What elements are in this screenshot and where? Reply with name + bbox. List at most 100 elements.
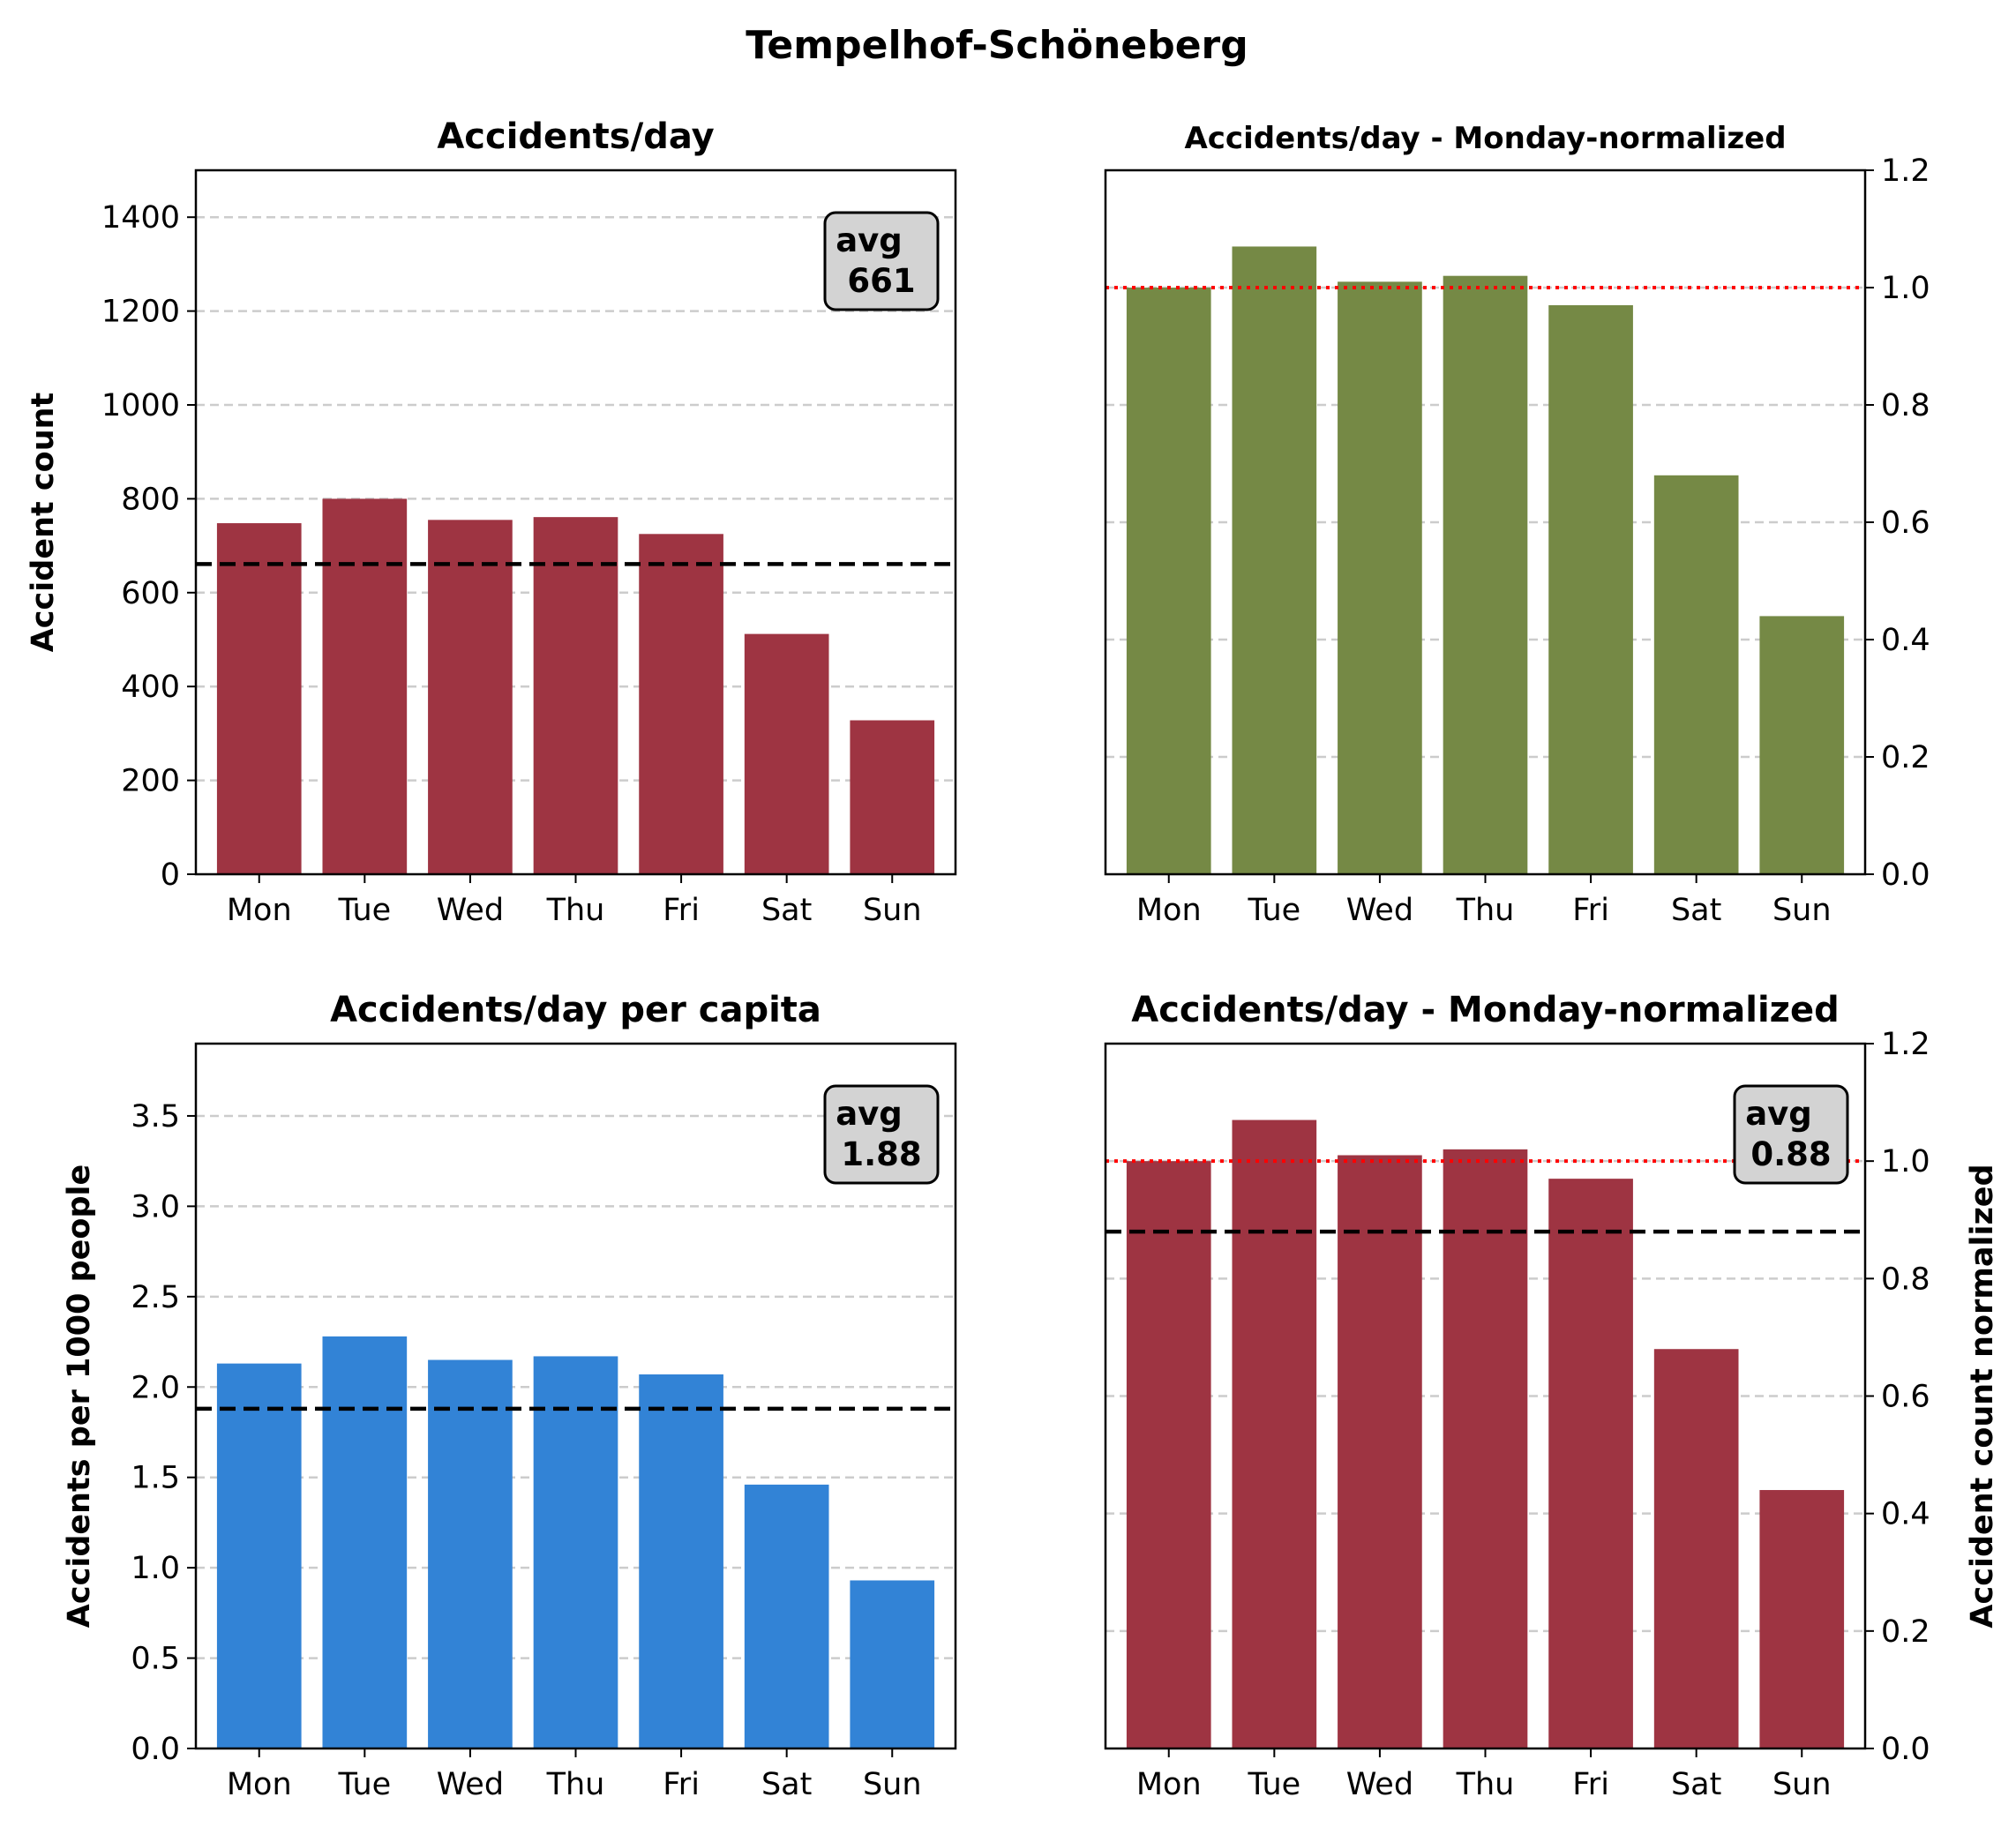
- chart-panel-tl: Accidents/day Mon Tue Wed Thu Fri Sat Sun 0 200 40…: [26, 116, 957, 928]
- bar-sun: [850, 1580, 935, 1748]
- x-tick-label: Sat: [761, 1767, 812, 1802]
- x-tick-label: Thu: [1456, 1767, 1515, 1802]
- bar-mon: [1126, 288, 1211, 874]
- x-tick-label: Thu: [546, 893, 605, 928]
- y-tick-label: 1.0: [1881, 271, 1930, 306]
- bar-mon: [216, 1363, 302, 1748]
- bar-sat: [744, 1484, 829, 1748]
- y-tick-label: 1200: [101, 295, 180, 330]
- y-tick-label: 3.0: [131, 1189, 180, 1224]
- bar-tue: [1232, 1119, 1317, 1748]
- chart-panel-bl: Accidents/day per capita Mon Tue Wed Thu Fri S…: [62, 990, 957, 1802]
- bar-fri: [639, 534, 723, 874]
- y-tick-label: 1.0: [1881, 1144, 1930, 1179]
- x-tick-label: Sun: [1772, 1767, 1832, 1802]
- x-tick-label: Sat: [1671, 893, 1721, 928]
- x-tick-label: Mon: [227, 893, 292, 928]
- bar-thu: [1443, 1149, 1528, 1748]
- x-tick-label: Mon: [1136, 1767, 1202, 1802]
- x-tick-label: Sun: [1772, 893, 1832, 928]
- y-tick-label: 1400: [101, 200, 180, 236]
- avg-box: [1733, 1084, 1849, 1185]
- chart-panel-br: Accidents/day - Monday-normalized Mon Tue W…: [1104, 990, 2000, 1802]
- y-tick-label: 800: [121, 482, 180, 517]
- x-tick-label: Fri: [1572, 893, 1609, 928]
- x-tick-label: Fri: [663, 893, 700, 928]
- x-tick-label: Fri: [663, 1767, 700, 1802]
- avg-box-label: avg: [1745, 1095, 1812, 1133]
- x-tick-label: Thu: [1456, 893, 1515, 928]
- y-tick-label: 1.2: [1881, 1027, 1930, 1062]
- bar-tue: [322, 1336, 408, 1748]
- bar-wed: [428, 1359, 513, 1748]
- panel-title: Accidents/day - Monday-normalized: [1131, 990, 1839, 1030]
- chart-panels: Accidents/day Mon Tue Wed Thu Fri Sat Sun 0 200 40…: [26, 116, 2000, 1802]
- y-tick-label: 0.8: [1881, 388, 1930, 423]
- x-tick-label: Tue: [1247, 893, 1300, 928]
- y-tick-label: 1.0: [131, 1551, 180, 1586]
- bar-sun: [850, 720, 935, 874]
- y-tick-label: 0.8: [1881, 1262, 1930, 1297]
- bar-wed: [428, 520, 513, 874]
- x-tick-label: Mon: [227, 1767, 292, 1802]
- y-axis-label: Accident count normalized: [1965, 1164, 2000, 1628]
- bar-mon: [1126, 1161, 1211, 1748]
- avg-box: [823, 211, 940, 311]
- panel-title: Accidents/day - Monday-normalized: [1184, 121, 1786, 156]
- x-tick-label: Tue: [337, 1767, 391, 1802]
- x-tick-label: Wed: [1346, 893, 1413, 928]
- y-tick-label: 0.4: [1881, 1497, 1930, 1532]
- x-tick-label: Wed: [437, 1767, 504, 1802]
- y-tick-label: 0.2: [1881, 1614, 1930, 1650]
- y-tick-label: 600: [121, 576, 180, 611]
- bar-thu: [533, 1356, 618, 1748]
- y-tick-label: 400: [121, 670, 180, 705]
- avg-box: [823, 1084, 940, 1185]
- bar-tue: [1232, 246, 1317, 874]
- x-tick-label: Tue: [337, 893, 391, 928]
- y-axis-label: Accident count: [26, 393, 61, 653]
- bar-mon: [216, 523, 302, 874]
- avg-box-value: 661: [847, 262, 915, 300]
- avg-box-value: 1.88: [841, 1135, 921, 1173]
- x-tick-label: Sun: [863, 893, 922, 928]
- y-tick-label: 0.0: [131, 1732, 180, 1767]
- y-tick-label: 0.0: [1881, 1732, 1930, 1767]
- x-tick-label: Fri: [1572, 1767, 1609, 1802]
- y-tick-label: 0.6: [1881, 505, 1930, 541]
- y-tick-label: 0.2: [1881, 740, 1930, 775]
- x-tick-label: Sat: [1671, 1767, 1721, 1802]
- x-tick-label: Sun: [863, 1767, 922, 1802]
- panel-title: Accidents/day per capita: [330, 990, 821, 1030]
- bar-fri: [1548, 304, 1633, 874]
- bar-fri: [1548, 1179, 1633, 1748]
- bar-tue: [322, 498, 408, 874]
- bar-sat: [744, 633, 829, 874]
- bar-sat: [1653, 475, 1739, 874]
- x-tick-label: Wed: [1346, 1767, 1413, 1802]
- bar-sun: [1759, 616, 1845, 874]
- y-axis-label: Accidents per 1000 people: [62, 1164, 97, 1629]
- bar-wed: [1338, 1155, 1422, 1748]
- x-tick-label: Mon: [1136, 893, 1202, 928]
- y-tick-label: 0.0: [1881, 857, 1930, 893]
- avg-box-label: avg: [836, 221, 903, 259]
- figure-title: Tempelhof-Schöneberg: [746, 23, 1248, 68]
- y-tick-label: 0: [161, 857, 180, 893]
- y-tick-label: 0.4: [1881, 623, 1930, 658]
- x-tick-label: Tue: [1247, 1767, 1300, 1802]
- y-tick-label: 0.5: [131, 1642, 180, 1677]
- chart-panel-tr: Accidents/day - Monday-normalized Mon Tue W…: [1104, 121, 1930, 928]
- panel-title: Accidents/day: [437, 116, 714, 157]
- y-tick-label: 0.6: [1881, 1380, 1930, 1415]
- y-tick-label: 2.0: [131, 1370, 180, 1405]
- bar-sun: [1759, 1490, 1845, 1748]
- bar-fri: [639, 1374, 723, 1748]
- y-tick-label: 200: [121, 764, 180, 799]
- y-tick-label: 1.5: [131, 1461, 180, 1496]
- avg-box-value: 0.88: [1750, 1135, 1831, 1173]
- x-tick-label: Wed: [437, 893, 504, 928]
- bar-wed: [1338, 281, 1422, 875]
- bar-sat: [1653, 1349, 1739, 1748]
